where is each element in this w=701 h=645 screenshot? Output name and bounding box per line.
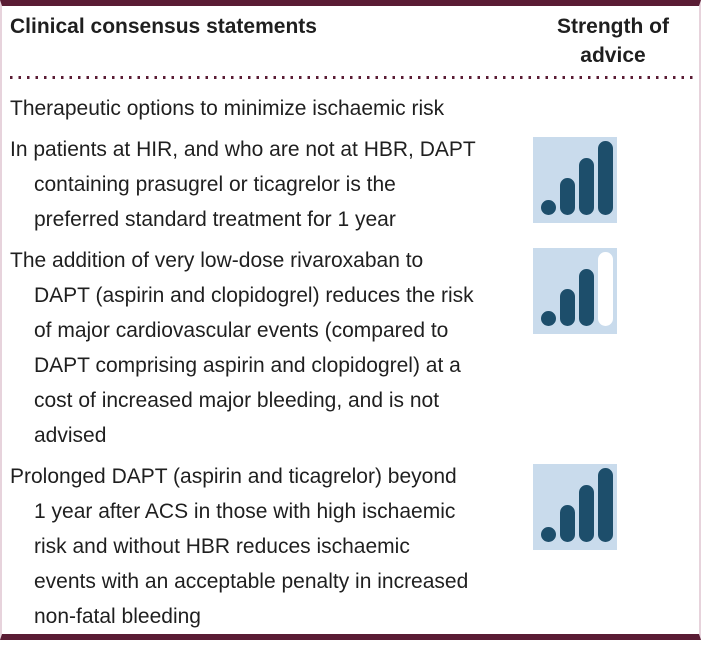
signal-strength-icon xyxy=(533,248,617,334)
strength-cell xyxy=(533,459,699,634)
table-row: In patients at HIR, and who are not at H… xyxy=(10,132,699,237)
table-header: Clinical consensus statements Strength o… xyxy=(10,6,699,70)
statement-text: In patients at HIR, and who are not at H… xyxy=(10,138,476,231)
dotted-divider xyxy=(10,76,693,79)
table-row: The addition of very low-dose rivaroxaba… xyxy=(10,243,699,453)
statement-text: Prolonged DAPT (aspirin and ticagrelor) … xyxy=(10,465,469,628)
signal-strength-icon xyxy=(533,137,617,223)
section-heading: Therapeutic options to minimize ischaemi… xyxy=(10,97,445,120)
strength-cell xyxy=(533,243,699,453)
table-row: Prolonged DAPT (aspirin and ticagrelor) … xyxy=(10,459,699,634)
column-header-statements: Clinical consensus statements xyxy=(10,15,317,38)
signal-strength-icon xyxy=(533,464,617,550)
statement-text: The addition of very low-dose rivaroxaba… xyxy=(10,249,474,447)
column-header-strength: Strength of advice xyxy=(557,15,669,67)
strength-cell xyxy=(533,132,699,237)
